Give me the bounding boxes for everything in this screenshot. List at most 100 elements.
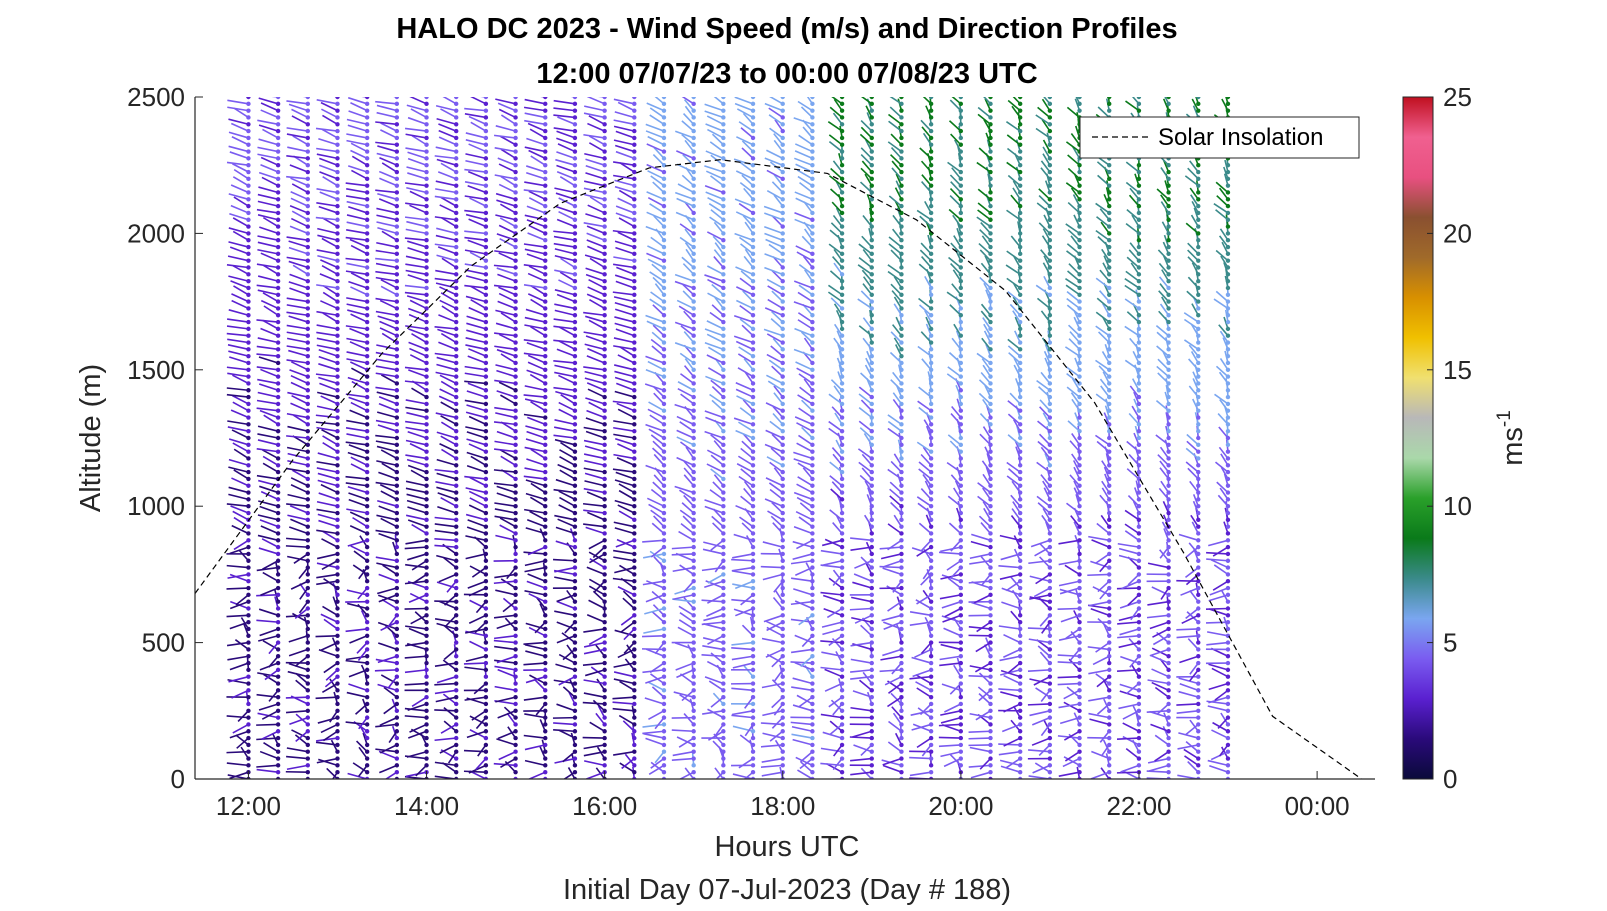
wind-barb-line <box>820 640 843 644</box>
wind-barb-line <box>612 400 635 405</box>
wind-barb-line <box>731 558 754 562</box>
wind-barb-line <box>523 734 546 739</box>
wind-barb-line <box>529 373 546 385</box>
wind-barb-point <box>513 538 518 543</box>
wind-barb-line <box>951 283 962 296</box>
wind-barb-line <box>525 308 546 317</box>
wind-barb-point <box>750 660 756 666</box>
wind-barb-line <box>887 414 902 426</box>
wind-barb-line <box>736 395 754 405</box>
wind-barb-line <box>496 655 516 664</box>
wind-barb-point <box>364 176 370 182</box>
wind-barb-line <box>618 714 635 726</box>
wind-barb-line <box>496 430 516 439</box>
wind-barb-point <box>839 681 845 686</box>
wind-barb-line <box>767 510 784 521</box>
wind-barb-line <box>651 686 665 698</box>
wind-barb-line <box>527 122 546 132</box>
wind-barb-point <box>394 422 400 427</box>
wind-barb-point <box>335 251 340 257</box>
wind-barb-line <box>773 703 784 716</box>
wind-barb-point <box>394 251 400 257</box>
wind-barb-point <box>928 401 934 407</box>
wind-barb-line <box>731 710 754 716</box>
wind-barb-point <box>869 374 874 379</box>
wind-barb-point <box>335 381 340 386</box>
wind-barb-line <box>649 271 665 282</box>
wind-barb-line <box>226 641 249 647</box>
wind-barb-point <box>899 203 904 209</box>
wind-barb-line <box>318 355 338 364</box>
wind-barb-point <box>691 606 696 611</box>
wind-barb-point <box>928 735 934 741</box>
wind-barb-line <box>346 358 368 364</box>
wind-barb-line <box>676 197 694 207</box>
wind-barb-point <box>632 326 637 332</box>
wind-barb-point <box>691 708 696 713</box>
wind-barb-line <box>857 298 873 310</box>
wind-barb-point <box>305 381 310 386</box>
wind-barb-point <box>839 742 845 748</box>
wind-barb-point <box>305 428 310 434</box>
wind-barb-line <box>649 203 665 214</box>
wind-barb-point <box>750 735 756 741</box>
wind-barb-point <box>483 422 489 427</box>
wind-barb-line <box>563 771 576 779</box>
wind-barb-line <box>558 729 576 739</box>
wind-barb-point <box>869 319 874 325</box>
wind-barb-point <box>780 306 785 311</box>
wind-barb-point <box>543 756 548 761</box>
wind-barb-line <box>506 567 517 580</box>
wind-barb-line <box>642 580 665 586</box>
wind-barb-point <box>335 340 340 345</box>
wind-barb-line <box>382 564 398 576</box>
wind-barb-line <box>256 399 279 405</box>
wind-barb-line <box>739 181 754 194</box>
wind-barb-line <box>320 300 338 310</box>
wind-barb-line <box>348 396 368 405</box>
wind-barb-point <box>394 715 400 720</box>
wind-barb-point <box>572 531 578 536</box>
wind-barb-point <box>275 115 281 120</box>
wind-barb-point <box>364 333 370 338</box>
wind-barb-point <box>543 701 548 707</box>
wind-barb-point <box>483 408 489 413</box>
wind-barb-point <box>543 538 548 543</box>
wind-barb-line <box>346 508 368 514</box>
wind-barb-point <box>246 647 251 652</box>
wind-barb-point <box>454 681 459 686</box>
wind-barb-point <box>483 401 489 407</box>
wind-barb-line <box>437 171 457 180</box>
wind-barb-line <box>271 97 279 98</box>
wind-barb-line <box>554 303 576 310</box>
wind-barb-point <box>394 108 400 113</box>
wind-barb-point <box>899 319 904 325</box>
wind-barb-point <box>869 231 874 236</box>
wind-barb-point <box>602 115 607 120</box>
wind-barb-point <box>335 210 340 216</box>
wind-barb-point <box>810 285 815 291</box>
wind-barb-point <box>869 115 874 120</box>
wind-barb-point <box>275 640 281 645</box>
wind-barb-point <box>691 749 696 754</box>
wind-barb-line <box>526 205 546 214</box>
wind-barb-point <box>958 353 964 359</box>
wind-barb-line <box>707 708 724 719</box>
wind-barb-point <box>572 544 578 550</box>
wind-barb-point <box>869 278 874 284</box>
wind-barb-point <box>632 667 637 673</box>
wind-barb-point <box>899 217 904 222</box>
wind-barb-point <box>483 299 489 304</box>
wind-barb-point <box>513 769 518 775</box>
wind-barb-point <box>572 572 578 577</box>
wind-barb-point <box>869 183 874 188</box>
wind-barb-point <box>394 149 400 154</box>
wind-barb-line <box>614 308 635 317</box>
wind-barb-line <box>257 214 279 221</box>
wind-barb-line <box>854 614 873 624</box>
wind-barb-point <box>750 135 756 141</box>
wind-barb-point <box>305 510 310 516</box>
wind-barb-point <box>483 517 489 523</box>
wind-barb-point <box>335 558 340 563</box>
wind-barb-point <box>780 422 785 427</box>
